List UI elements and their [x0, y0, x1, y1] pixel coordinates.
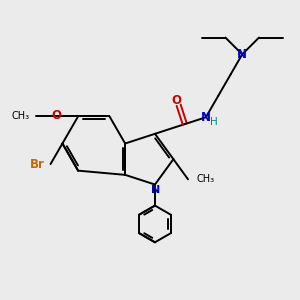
Text: N: N	[201, 111, 211, 124]
Text: N: N	[151, 185, 160, 195]
Text: N: N	[237, 48, 247, 61]
Text: H: H	[210, 117, 218, 127]
Text: CH₃: CH₃	[11, 111, 29, 121]
Text: CH₃: CH₃	[196, 174, 214, 184]
Text: O: O	[172, 94, 182, 107]
Text: Br: Br	[30, 158, 45, 170]
Text: O: O	[51, 109, 61, 122]
